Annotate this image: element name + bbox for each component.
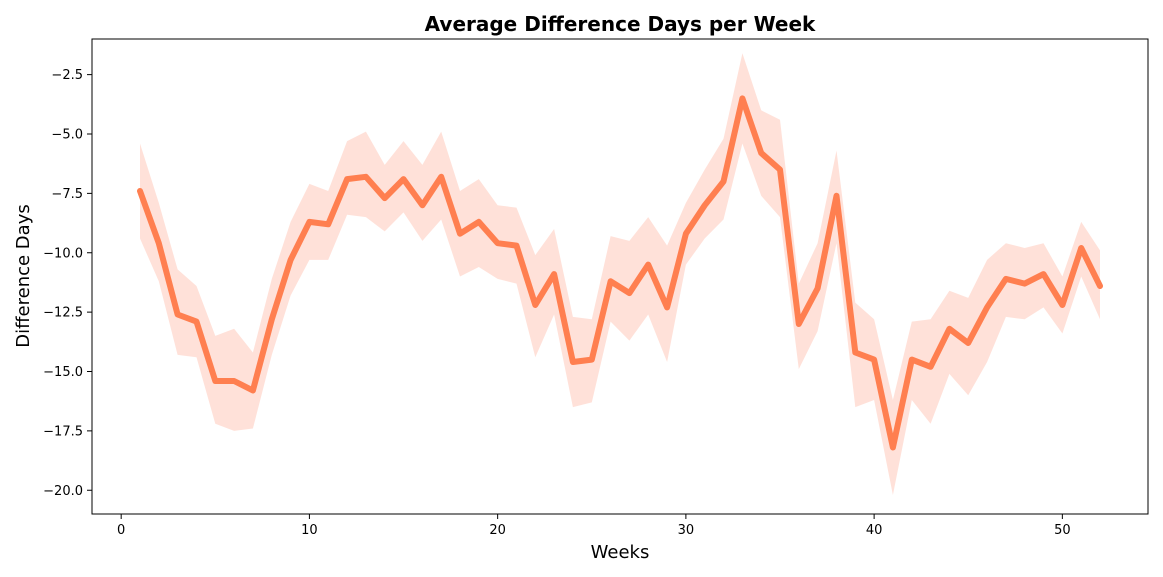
y-axis-ticks: −20.0 −17.5 −15.0 −12.5 −10.0 −7.5 −5.0 −2.5	[43, 68, 92, 499]
data-point	[1041, 271, 1047, 277]
data-point	[288, 257, 294, 263]
data-point	[175, 312, 181, 318]
data-point	[457, 231, 463, 237]
data-point	[344, 176, 350, 182]
data-point	[269, 316, 275, 322]
confidence-band	[140, 53, 1100, 496]
data-point	[852, 350, 858, 356]
x-tick-label: 50	[1054, 523, 1071, 538]
data-point	[1003, 276, 1009, 282]
data-point	[739, 95, 745, 101]
series-line-layer	[137, 95, 1103, 451]
data-point	[928, 364, 934, 370]
data-point	[664, 304, 670, 310]
data-point	[476, 219, 482, 225]
data-point	[909, 357, 915, 363]
data-point	[683, 231, 689, 237]
data-point	[570, 359, 576, 365]
y-tick-label: −15.0	[43, 365, 83, 380]
x-tick-label: 20	[489, 523, 506, 538]
data-point	[212, 378, 218, 384]
data-point	[551, 271, 557, 277]
x-tick-label: 10	[301, 523, 318, 538]
data-point	[645, 262, 651, 268]
data-point	[965, 340, 971, 346]
data-point	[532, 302, 538, 308]
data-point	[495, 240, 501, 246]
data-point	[156, 240, 162, 246]
x-tick-label: 0	[117, 523, 125, 538]
data-point	[777, 167, 783, 173]
plot-frame	[91, 38, 1149, 515]
data-point	[758, 150, 764, 156]
data-point	[250, 388, 256, 394]
data-point	[890, 445, 896, 451]
data-point	[946, 326, 952, 332]
chart-title: Average Difference Days per Week	[425, 12, 816, 36]
y-tick-label: −7.5	[51, 187, 83, 202]
series-line	[137, 95, 1103, 451]
data-point	[231, 378, 237, 384]
data-point	[438, 174, 444, 180]
y-tick-label: −17.5	[43, 424, 83, 439]
data-point	[1078, 245, 1084, 251]
y-tick-label: −5.0	[51, 128, 83, 143]
data-point	[514, 243, 520, 249]
confidence-band-layer	[140, 53, 1100, 496]
y-tick-label: −12.5	[43, 306, 83, 321]
data-point	[1059, 302, 1065, 308]
data-point	[401, 176, 407, 182]
data-point	[984, 304, 990, 310]
data-point	[815, 285, 821, 291]
data-point	[363, 174, 369, 180]
data-point	[325, 221, 331, 227]
x-tick-label: 40	[866, 523, 883, 538]
data-point	[306, 219, 312, 225]
data-point	[834, 193, 840, 199]
data-point	[871, 357, 877, 363]
data-point	[382, 195, 388, 201]
data-point	[608, 278, 614, 284]
data-point	[1022, 281, 1028, 287]
y-tick-label: −10.0	[43, 246, 83, 261]
x-tick-label: 30	[678, 523, 695, 538]
y-tick-label: −20.0	[43, 484, 83, 499]
data-point	[1097, 283, 1103, 289]
x-axis-title: Weeks	[591, 542, 650, 563]
y-tick-label: −2.5	[51, 68, 83, 83]
data-point	[626, 290, 632, 296]
data-point	[589, 357, 595, 363]
data-point	[702, 202, 708, 208]
data-point	[419, 202, 425, 208]
data-point	[194, 319, 200, 325]
data-point	[137, 188, 143, 194]
x-axis-ticks: 0 10 20 30 40 50	[117, 514, 1071, 538]
data-point	[721, 179, 727, 185]
data-point	[796, 321, 802, 327]
y-axis-title: Difference Days	[13, 204, 34, 347]
